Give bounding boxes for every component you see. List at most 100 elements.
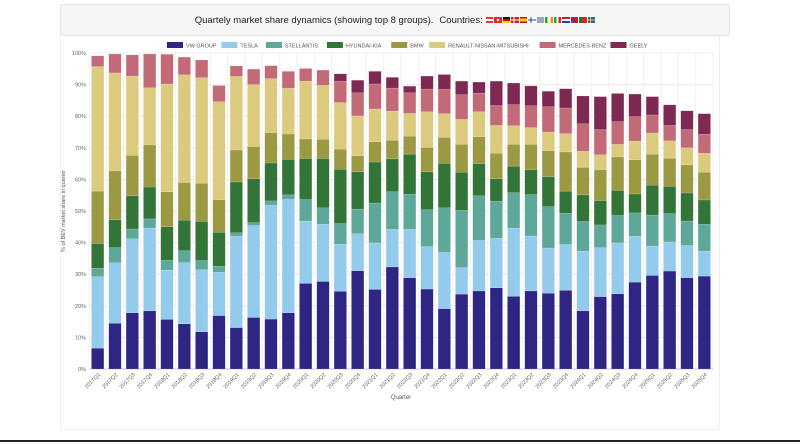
- flag-se-icon: [587, 17, 596, 23]
- bar-stellantis-2021q3: [403, 194, 417, 230]
- country-flags: [485, 17, 596, 23]
- x-tick-label: 2020Q1: [292, 372, 310, 390]
- bar-hyundai-kia-2020q4: [351, 171, 365, 210]
- bar-tesla-2022q4: [489, 237, 503, 288]
- bar-tesla-2021q4: [420, 246, 434, 290]
- bar-renault-nissan-mitsubishi-2025q3: [680, 147, 694, 166]
- bar-stellantis-2020q4: [351, 208, 365, 234]
- bar-hyundai-kia-2025q4: [697, 199, 711, 225]
- bar-mercedes-benz-2020q1: [299, 68, 313, 82]
- bar-bmw-2023q1: [507, 144, 521, 167]
- x-tick-label: 2018Q1: [153, 372, 171, 390]
- bar-stellantis-2024q1: [576, 221, 590, 252]
- bar-renault-nissan-mitsubishi-2022q2: [455, 119, 469, 145]
- legend-swatch-bmw: [391, 42, 408, 48]
- bar-tesla-2021q1: [368, 242, 382, 290]
- x-tick-label: 2025Q2: [656, 372, 674, 390]
- bar-tesla-2024q4: [628, 236, 642, 283]
- x-tick-label: 2020Q3: [327, 372, 345, 390]
- legend-swatch-tesla: [221, 42, 238, 48]
- legend-label-renault-nissan-mitsubishi: RENAULT-NISSAN-MITSUBISHI: [448, 44, 529, 50]
- bar-vw-group-2023q1: [507, 296, 521, 370]
- bar-tesla-2018q4: [212, 272, 226, 316]
- bar-tesla-2020q3: [333, 243, 347, 292]
- bar-hyundai-kia-2017q4: [143, 186, 157, 220]
- bar-vw-group-2019q3: [264, 318, 278, 370]
- legend-swatch-hyundai-kia: [326, 42, 343, 48]
- bar-bmw-2020q3: [333, 148, 347, 170]
- x-tick-label: 2018Q4: [205, 372, 223, 390]
- flag-it-icon: [553, 17, 562, 23]
- x-tick-label: 2021Q2: [379, 372, 397, 390]
- bar-hyundai-kia-2023q2: [524, 169, 538, 195]
- bar-mercedes-benz-2019q4: [281, 71, 295, 89]
- x-tick-label: 2017Q1: [84, 372, 102, 390]
- bar-bmw-2024q3: [611, 156, 625, 191]
- bar-stellantis-2020q3: [333, 223, 347, 245]
- bar-renault-nissan-mitsubishi-2023q2: [524, 127, 538, 145]
- bar-geely-2024q2: [593, 96, 607, 130]
- bar-renault-nissan-mitsubishi-2020q3: [333, 102, 347, 150]
- bar-tesla-2022q1: [437, 252, 451, 309]
- bar-mercedes-benz-2025q2: [663, 125, 677, 142]
- bar-bmw-2019q1: [229, 149, 243, 183]
- bar-hyundai-kia-2017q1: [91, 243, 105, 269]
- bar-hyundai-kia-2019q1: [229, 181, 243, 234]
- legend-swatch-geely: [610, 42, 627, 48]
- bar-tesla-2021q2: [385, 229, 399, 268]
- y-tick-label: 40%: [75, 241, 86, 247]
- x-tick-label: 2020Q4: [344, 372, 362, 390]
- bar-vw-group-2025q2: [663, 270, 677, 370]
- bar-vw-group-2019q4: [281, 312, 295, 370]
- y-tick-label: 70%: [75, 146, 86, 152]
- x-tick-label: 2022Q4: [483, 372, 501, 390]
- x-tick-label: 2022Q1: [431, 372, 449, 390]
- bar-stellantis-2024q4: [628, 212, 642, 237]
- bar-tesla-2025q2: [663, 241, 677, 272]
- bar-renault-nissan-mitsubishi-2025q4: [697, 152, 711, 173]
- bar-vw-group-2017q1: [91, 347, 105, 370]
- bar-bmw-2020q4: [351, 155, 365, 173]
- bar-hyundai-kia-2018q3: [195, 221, 209, 261]
- bar-vw-group-2021q4: [420, 288, 434, 370]
- bar-bmw-2023q2: [524, 144, 538, 170]
- bar-stellantis-2021q1: [368, 202, 382, 244]
- bar-geely-2022q4: [489, 80, 503, 106]
- bar-vw-group-2024q1: [576, 310, 590, 370]
- bar-geely-2022q2: [455, 80, 469, 95]
- bar-hyundai-kia-2019q3: [264, 162, 278, 202]
- bar-stellantis-2022q2: [455, 210, 469, 268]
- legend-label-vw-group: VW GROUP: [186, 44, 217, 50]
- bar-mercedes-benz-2018q1: [160, 54, 174, 85]
- bar-tesla-2025q3: [680, 245, 694, 278]
- x-tick-label: 2024Q2: [587, 372, 605, 390]
- stacked-bar-chart: 0%10%20%30%40%50%60%70%80%90%100%2017Q1 2…: [61, 42, 714, 401]
- bar-bmw-2018q4: [212, 199, 226, 233]
- bar-renault-nissan-mitsubishi-2017q4: [143, 87, 157, 146]
- bar-vw-group-2017q2: [108, 322, 122, 370]
- x-tick-label: 2018Q2: [171, 372, 189, 390]
- bar-mercedes-benz-2023q2: [524, 105, 538, 128]
- bar-renault-nissan-mitsubishi-2018q1: [160, 83, 174, 192]
- bar-hyundai-kia-2024q1: [576, 194, 590, 222]
- bar-mercedes-benz-2018q4: [212, 85, 226, 102]
- bar-bmw-2022q2: [455, 144, 469, 173]
- bar-mercedes-benz-2017q1: [91, 55, 105, 67]
- bar-tesla-2024q3: [611, 242, 625, 294]
- x-axis-title: Quarter: [391, 395, 411, 401]
- bar-vw-group-2022q1: [437, 308, 451, 370]
- bar-hyundai-kia-2024q3: [611, 190, 625, 216]
- bar-bmw-2023q3: [541, 150, 555, 178]
- bar-stellantis-2017q3: [125, 228, 139, 240]
- bar-vw-group-2024q3: [611, 293, 625, 370]
- flag-ch-icon: [494, 17, 502, 23]
- bar-mercedes-benz-2024q3: [611, 121, 625, 145]
- bar-geely-2025q3: [680, 110, 694, 130]
- bar-stellantis-2019q4: [281, 194, 295, 200]
- bar-stellantis-2019q3: [264, 200, 278, 206]
- bar-renault-nissan-mitsubishi-2025q2: [663, 140, 677, 159]
- flag-dk-icon: [511, 17, 519, 23]
- bar-vw-group-2023q2: [524, 290, 538, 370]
- bar-tesla-2024q2: [593, 247, 607, 297]
- bar-mercedes-benz-2020q4: [351, 92, 365, 117]
